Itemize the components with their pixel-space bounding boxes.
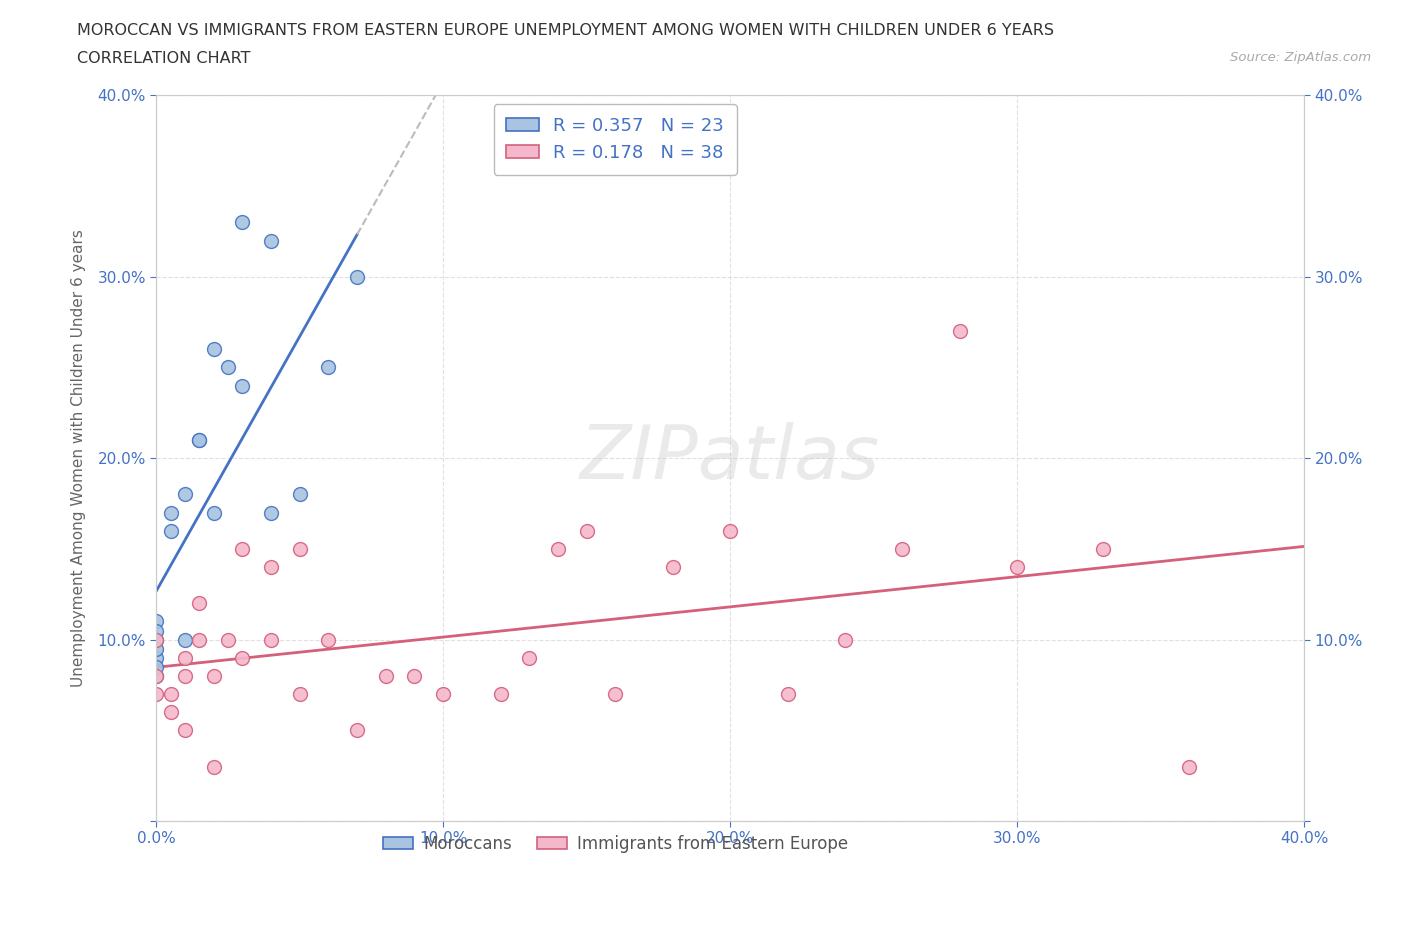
Point <box>575 524 598 538</box>
Point <box>318 632 340 647</box>
Point <box>260 505 283 520</box>
Point <box>202 669 225 684</box>
Point <box>318 360 340 375</box>
Point <box>718 524 741 538</box>
Point <box>159 686 181 701</box>
Point <box>489 686 512 701</box>
Point <box>260 560 283 575</box>
Point <box>145 632 167 647</box>
Point <box>605 686 627 701</box>
Point <box>288 541 311 556</box>
Point <box>346 270 368 285</box>
Point <box>217 632 239 647</box>
Point <box>288 487 311 502</box>
Point <box>776 686 799 701</box>
Text: ZIPatlas: ZIPatlas <box>581 422 880 494</box>
Point <box>891 541 914 556</box>
Y-axis label: Unemployment Among Women with Children Under 6 years: Unemployment Among Women with Children U… <box>72 230 86 687</box>
Point <box>174 650 197 665</box>
Point <box>145 641 167 656</box>
Point <box>260 632 283 647</box>
Point <box>188 596 211 611</box>
Point <box>517 650 540 665</box>
Point <box>188 432 211 447</box>
Point <box>188 432 211 447</box>
Point <box>346 723 368 737</box>
Text: Source: ZipAtlas.com: Source: ZipAtlas.com <box>1230 51 1371 64</box>
Point <box>374 669 396 684</box>
Point <box>145 686 167 701</box>
Text: MOROCCAN VS IMMIGRANTS FROM EASTERN EUROPE UNEMPLOYMENT AMONG WOMEN WITH CHILDRE: MOROCCAN VS IMMIGRANTS FROM EASTERN EURO… <box>77 23 1054 38</box>
Point <box>231 541 253 556</box>
Point <box>231 215 253 230</box>
Point <box>1092 541 1115 556</box>
Point <box>159 524 181 538</box>
Point <box>1178 759 1201 774</box>
Point <box>404 669 426 684</box>
Point <box>145 669 167 684</box>
Text: CORRELATION CHART: CORRELATION CHART <box>77 51 250 66</box>
Point <box>174 723 197 737</box>
Point <box>174 632 197 647</box>
Point <box>432 686 454 701</box>
Point <box>202 759 225 774</box>
Point <box>174 487 197 502</box>
Point <box>547 541 569 556</box>
Point <box>231 650 253 665</box>
Point <box>1005 560 1028 575</box>
Legend: Moroccans, Immigrants from Eastern Europe: Moroccans, Immigrants from Eastern Europ… <box>377 829 855 860</box>
Point <box>949 324 972 339</box>
Point <box>145 632 167 647</box>
Point <box>288 686 311 701</box>
Point <box>145 650 167 665</box>
Point <box>217 360 239 375</box>
Point <box>145 614 167 629</box>
Point <box>145 669 167 684</box>
Point <box>159 705 181 720</box>
Point <box>260 233 283 248</box>
Point <box>202 342 225 357</box>
Point <box>159 505 181 520</box>
Point <box>231 379 253 393</box>
Point <box>834 632 856 647</box>
Point <box>202 505 225 520</box>
Point <box>145 659 167 674</box>
Point <box>145 623 167 638</box>
Point <box>661 560 683 575</box>
Point <box>188 632 211 647</box>
Point <box>174 669 197 684</box>
